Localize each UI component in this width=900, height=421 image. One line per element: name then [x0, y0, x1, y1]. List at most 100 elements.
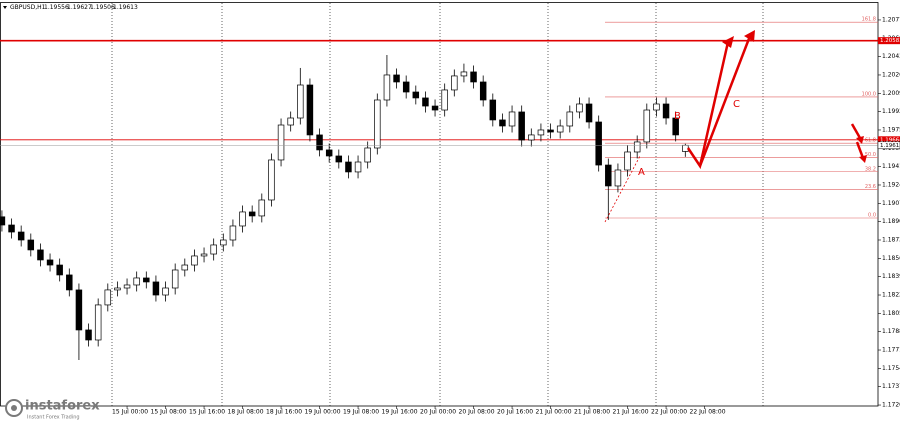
y-tick-label: 1.18225	[882, 292, 900, 299]
fibo-label: 23.6	[865, 184, 876, 190]
candle-body	[181, 264, 189, 271]
candle-body	[393, 74, 400, 83]
candle-body	[470, 71, 477, 83]
candle-body	[537, 129, 545, 136]
arrow-head	[856, 136, 864, 144]
candle-body	[258, 199, 266, 217]
x-tick-label: 20 Jul 08:00	[459, 409, 495, 416]
fibo-label: 0.0	[868, 212, 876, 218]
price-box-label: 1.19664	[880, 137, 900, 143]
wave-label: C	[733, 99, 740, 110]
last-high: 1.19627	[67, 4, 92, 11]
y-tick-label: 1.20435	[882, 53, 900, 60]
candle-body	[585, 103, 593, 123]
x-tick-label: 21 Jul 08:00	[574, 409, 610, 416]
candle-body	[624, 151, 631, 171]
wave-label: B	[674, 111, 681, 122]
candle-body	[114, 287, 121, 291]
fibo-label: 61.8	[865, 138, 876, 144]
candle-body	[576, 103, 583, 113]
x-tick-label: 19 Jul 00:00	[305, 409, 341, 416]
candle-body	[614, 169, 622, 187]
price-box-label: 1.20583	[880, 38, 900, 44]
candle-body	[8, 224, 15, 233]
candle-body	[220, 239, 227, 246]
y-tick-label: 1.17885	[882, 328, 900, 335]
candle-body	[402, 81, 410, 93]
brand-tagline: Instant Forex Trading	[27, 415, 80, 421]
candle-body	[248, 211, 256, 217]
candle-body	[277, 124, 285, 161]
x-tick-label: 20 Jul 16:00	[497, 409, 533, 416]
forecast-arrow	[850, 123, 862, 139]
x-tick-label: 20 Jul 00:00	[420, 409, 456, 416]
wave-arrow	[698, 35, 752, 167]
candle-body	[489, 99, 497, 121]
candle-body	[672, 117, 679, 136]
candle-body	[374, 99, 381, 149]
last-low: 1.19506	[90, 4, 115, 11]
logo-icon	[11, 405, 17, 411]
candle-body	[94, 304, 102, 341]
candle-body	[518, 111, 525, 141]
period-separators	[111, 3, 764, 406]
candle-body	[451, 75, 458, 91]
wave-label: A	[638, 167, 645, 178]
candle-body	[682, 144, 689, 152]
y-tick-label: 1.17545	[882, 365, 900, 372]
y-tick-label: 1.19925	[882, 108, 900, 115]
x-tick-label: 21 Jul 16:00	[613, 409, 649, 416]
y-tick-label: 1.18055	[882, 310, 900, 317]
y-tick-label: 1.19075	[882, 200, 900, 207]
y-tick-label: 1.18735	[882, 236, 900, 243]
candle-body	[653, 103, 660, 111]
candle-body	[431, 105, 439, 111]
candle-body	[412, 91, 420, 99]
symbol: GBPUSD,H1	[10, 4, 46, 11]
candle-body	[662, 103, 670, 119]
fibo-label: 50.0	[865, 152, 876, 158]
candle-body	[268, 159, 275, 201]
y-tick-label: 1.20265	[882, 71, 900, 78]
candle-body	[643, 109, 651, 143]
x-tick-label: 21 Jul 00:00	[536, 409, 572, 416]
candle-body	[17, 231, 25, 241]
candle-body	[316, 134, 323, 151]
x-tick-label: 18 Jul 16:00	[266, 409, 302, 416]
candle-body	[460, 71, 468, 77]
candle-body	[306, 84, 314, 136]
candle-body	[46, 259, 54, 266]
candle-body	[297, 84, 304, 119]
y-tick-label: 1.17715	[882, 347, 900, 354]
candle-body	[133, 277, 140, 286]
y-tick-label: 1.18565	[882, 255, 900, 262]
x-tick-label: 22 Jul 00:00	[651, 409, 687, 416]
candle-body	[422, 97, 429, 107]
y-tick-label: 1.17375	[882, 383, 900, 390]
candle-body	[143, 277, 150, 283]
candle-body	[335, 155, 343, 163]
x-tick-label: 15 Jul 08:00	[151, 409, 187, 416]
candle-body	[345, 161, 352, 173]
candle-body	[56, 264, 63, 276]
candle-body	[229, 225, 237, 241]
x-tick-label: 18 Jul 08:00	[228, 409, 264, 416]
last-price-box	[877, 141, 900, 150]
candle-body	[37, 249, 44, 261]
candle-body	[239, 211, 246, 227]
y-tick-label: 1.19755	[882, 126, 900, 133]
y-tick-label: 1.20775	[882, 16, 900, 23]
candle-body	[162, 287, 169, 296]
candle-body	[499, 119, 506, 127]
price-box	[878, 37, 900, 45]
candle-body	[595, 121, 602, 166]
candle-body	[85, 329, 92, 341]
x-tick-label: 19 Jul 08:00	[343, 409, 379, 416]
forecast-arrow	[855, 141, 865, 159]
candle-body	[325, 149, 333, 157]
last-close: 1.19613	[113, 4, 138, 11]
candle-body	[66, 274, 73, 291]
plot-frame	[0, 2, 879, 407]
x-tick-label: 22 Jul 08:00	[690, 409, 726, 416]
y-tick-label: 1.20095	[882, 90, 900, 97]
